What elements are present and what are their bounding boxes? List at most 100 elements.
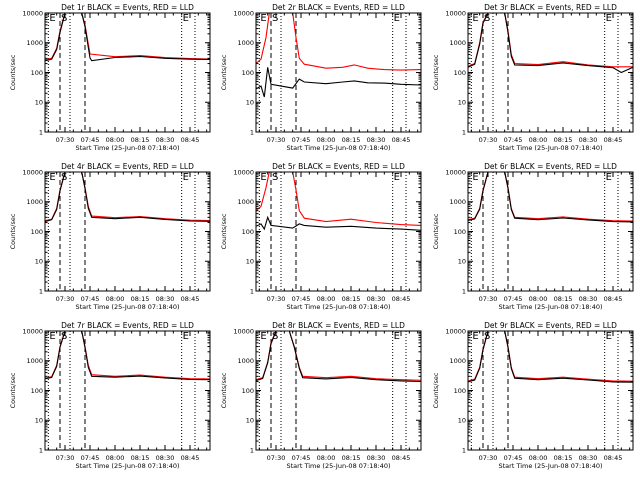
x-tick-label: 08:15 (131, 454, 150, 462)
y-tick-label: 1000 (26, 357, 43, 365)
x-tick-label: 08:45 (181, 136, 200, 144)
x-axis-label: Start Time (25-Jun-08 07:18:40) (499, 144, 603, 152)
y-tick-label: 10000 (445, 9, 466, 17)
x-tick-label: 07:45 (81, 295, 100, 303)
y-tick-label: 10 (35, 258, 43, 266)
x-tick-label: 08:30 (579, 295, 598, 303)
events-series-line (45, 172, 210, 223)
x-axis-label: Start Time (25-Jun-08 07:18:40) (287, 462, 391, 470)
y-tick-label: 1000 (26, 39, 43, 47)
events-series-line (468, 331, 633, 383)
panel-title: Det 6r BLACK = Events, RED = LLD (484, 162, 617, 171)
x-tick-label: 08:30 (579, 136, 598, 144)
time-marker-label: E (472, 331, 478, 342)
panel-title: Det 8r BLACK = Events, RED = LLD (272, 321, 405, 330)
x-axis-label: Start Time (25-Jun-08 07:18:40) (76, 462, 180, 470)
y-axis-label: Counts/sec (432, 372, 440, 408)
x-tick-label: 08:45 (392, 136, 411, 144)
x-tick-label: 08:00 (317, 454, 336, 462)
events-series-line (468, 13, 633, 74)
y-tick-label: 10000 (233, 327, 254, 335)
y-tick-label: 100 (31, 69, 43, 77)
y-tick-label: 10000 (233, 9, 254, 17)
x-tick-label: 08:45 (181, 295, 200, 303)
x-tick-label: 08:30 (367, 454, 386, 462)
time-marker-label: E (49, 13, 55, 24)
y-axis-label: Counts/sec (9, 54, 17, 90)
x-tick-label: 08:00 (529, 136, 548, 144)
y-tick-label: 100 (242, 69, 254, 77)
x-tick-label: 07:30 (479, 295, 498, 303)
x-axis-label: Start Time (25-Jun-08 07:18:40) (499, 462, 603, 470)
time-marker-label: E (260, 331, 266, 342)
plot-frame (44, 330, 211, 451)
y-axis-label: Counts/sec (220, 54, 228, 90)
panel-title: Det 4r BLACK = Events, RED = LLD (61, 162, 194, 171)
x-tick-label: 08:45 (604, 295, 623, 303)
x-tick-label: 07:30 (267, 454, 286, 462)
time-marker-label: E (49, 331, 55, 342)
series-group (468, 13, 633, 74)
time-marker-label: S (61, 331, 67, 342)
x-tick-label: 07:45 (504, 454, 523, 462)
x-tick-label: 07:30 (479, 136, 498, 144)
y-tick-label: 1000 (26, 198, 43, 206)
x-tick-label: 07:30 (56, 295, 75, 303)
time-marker-label: E (606, 13, 612, 24)
time-marker-label: E (472, 13, 478, 24)
x-tick-label: 08:30 (367, 136, 386, 144)
time-marker-label: E (183, 13, 189, 24)
x-tick-label: 08:30 (579, 454, 598, 462)
panel-title: Det 5r BLACK = Events, RED = LLD (272, 162, 405, 171)
x-tick-label: 08:00 (106, 454, 125, 462)
x-axis-label: Start Time (25-Jun-08 07:18:40) (287, 144, 391, 152)
time-marker-label: S (484, 13, 490, 24)
x-axis-label: Start Time (25-Jun-08 07:18:40) (76, 144, 180, 152)
time-marker-label: E (394, 13, 400, 24)
x-tick-label: 08:15 (554, 295, 573, 303)
x-tick-label: 07:45 (292, 295, 311, 303)
time-marker-label: E (183, 172, 189, 183)
x-tick-label: 08:30 (156, 136, 175, 144)
y-tick-label: 100 (454, 228, 466, 236)
y-tick-label: 10000 (233, 168, 254, 176)
series-group (45, 331, 210, 381)
events-series-line (256, 331, 421, 383)
x-tick-label: 08:45 (604, 454, 623, 462)
y-tick-label: 1 (250, 128, 254, 136)
x-axis-label: Start Time (25-Jun-08 07:18:40) (499, 303, 603, 311)
x-tick-label: 07:30 (479, 454, 498, 462)
events-series-line (45, 331, 210, 381)
plot-frame (255, 12, 422, 133)
y-tick-label: 100 (454, 387, 466, 395)
y-tick-label: 1 (462, 446, 466, 454)
y-tick-label: 100 (242, 228, 254, 236)
y-tick-label: 1000 (449, 198, 466, 206)
series-group (45, 172, 210, 223)
x-tick-label: 07:45 (504, 295, 523, 303)
time-marker-label: E (606, 331, 612, 342)
time-marker-label: E (472, 172, 478, 183)
y-tick-label: 10000 (22, 327, 43, 335)
time-marker-label: E (260, 13, 266, 24)
y-axis-label: Counts/sec (220, 372, 228, 408)
x-tick-label: 08:15 (131, 136, 150, 144)
x-tick-label: 08:00 (106, 136, 125, 144)
time-marker-label: E (260, 172, 266, 183)
y-tick-label: 100 (31, 228, 43, 236)
time-marker-label: S (272, 13, 278, 24)
panel-title: Det 9r BLACK = Events, RED = LLD (484, 321, 617, 330)
y-tick-label: 10 (458, 99, 466, 107)
y-tick-label: 1 (39, 287, 43, 295)
x-tick-label: 08:15 (342, 136, 361, 144)
panel-title: Det 7r BLACK = Events, RED = LLD (61, 321, 194, 330)
y-tick-label: 1 (250, 446, 254, 454)
x-tick-label: 08:00 (317, 295, 336, 303)
x-tick-label: 08:15 (342, 454, 361, 462)
